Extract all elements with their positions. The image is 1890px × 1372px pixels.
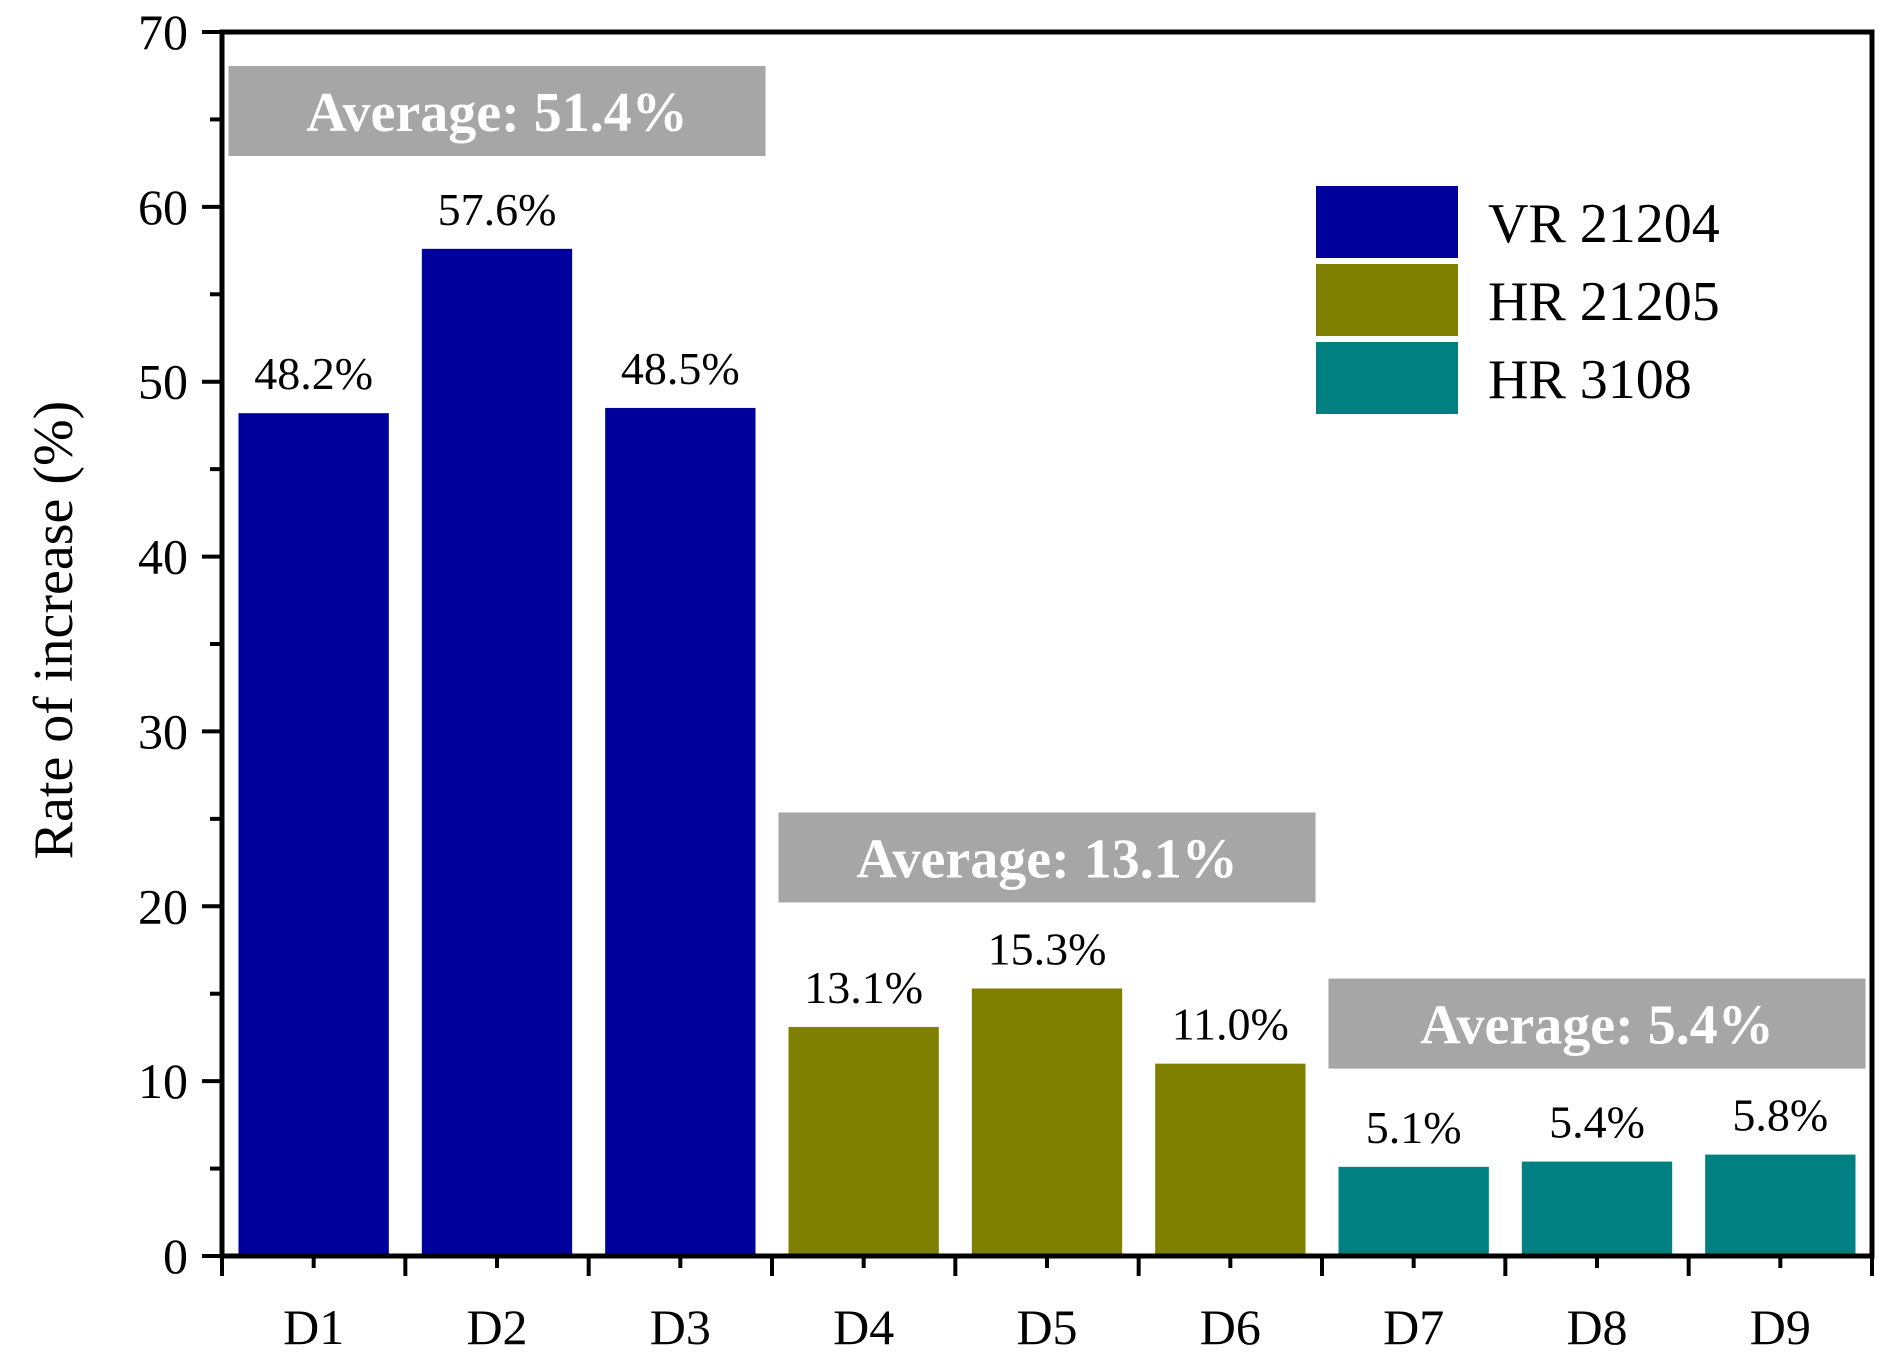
y-tick-label: 30 — [138, 703, 188, 759]
bar-labels: 48.2% 57.6% 48.5% 13.1% 15.3% 11.0% 5.1% 5.4% 5.… — [254, 184, 1828, 1153]
x-tick-label-d6: D6 — [1200, 1299, 1261, 1355]
axes: 0 10 20 30 40 50 60 70 D1 D2 D3 D4 D5 D6 D7 D8 D9 — [138, 4, 1875, 1355]
x-tick-label-d9: D9 — [1750, 1299, 1811, 1355]
bar-label-d1: 48.2% — [254, 348, 373, 399]
y-tick-label: 0 — [163, 1228, 188, 1284]
y-tick-label: 60 — [138, 179, 188, 235]
legend-label: HR 3108 — [1488, 349, 1692, 411]
legend-label: HR 21205 — [1488, 271, 1720, 333]
y-tick-label: 10 — [138, 1053, 188, 1109]
x-tick-label-d4: D4 — [833, 1299, 894, 1355]
legend-item-2: HR 21205 — [1316, 264, 1720, 336]
legend-item-1: VR 21204 — [1316, 186, 1720, 258]
y-axis-label: Rate of increase (%) — [23, 401, 85, 860]
x-tick-label-d7: D7 — [1383, 1299, 1444, 1355]
bar-d7 — [1338, 1166, 1489, 1256]
bars — [238, 248, 1856, 1256]
average-text: Average: 13.1% — [856, 828, 1238, 890]
bar-label-d8: 5.4% — [1549, 1097, 1645, 1148]
average-box — [778, 812, 1316, 903]
bar-label-d7: 5.1% — [1366, 1102, 1462, 1153]
bar-d6 — [1155, 1063, 1306, 1256]
x-tick-label-d2: D2 — [466, 1299, 527, 1355]
legend-item-3: HR 3108 — [1316, 342, 1692, 414]
x-tick-label-d3: D3 — [650, 1299, 711, 1355]
y-tick-label: 40 — [138, 529, 188, 585]
average-annotations: Average: 51.4% Average: 13.1% Average: 5.4… — [228, 66, 1866, 1069]
average-box — [228, 66, 766, 156]
bar-d1 — [238, 413, 389, 1256]
bar-label-d6: 11.0% — [1172, 999, 1289, 1050]
y-tick-label: 70 — [138, 4, 188, 60]
legend-swatch — [1316, 264, 1458, 336]
average-annotation-2: Average: 13.1% — [778, 812, 1316, 903]
bar-d3 — [605, 407, 756, 1256]
x-tick-label-d1: D1 — [283, 1299, 344, 1355]
average-box — [1328, 978, 1866, 1069]
average-annotation-3: Average: 5.4% — [1328, 978, 1866, 1069]
legend-swatch — [1316, 342, 1458, 414]
average-annotation-1: Average: 51.4% — [228, 66, 766, 156]
bar-d9 — [1705, 1154, 1856, 1256]
bar-label-d4: 13.1% — [804, 962, 923, 1013]
bar-label-d9: 5.8% — [1732, 1090, 1828, 1141]
bar-d8 — [1521, 1161, 1673, 1256]
legend-swatch — [1316, 186, 1458, 258]
x-tick-label-d5: D5 — [1016, 1299, 1077, 1355]
bar-label-d5: 15.3% — [988, 923, 1107, 974]
bar-d5 — [971, 988, 1123, 1256]
y-tick-label: 50 — [138, 354, 188, 410]
bar-d4 — [788, 1026, 939, 1256]
x-tick-label-d8: D8 — [1566, 1299, 1627, 1355]
legend-label: VR 21204 — [1488, 193, 1720, 255]
bar-label-d2: 57.6% — [438, 184, 557, 235]
legend: VR 21204 HR 21205 HR 3108 — [1316, 186, 1720, 414]
bar-label-d3: 48.5% — [621, 343, 740, 394]
average-text: Average: 51.4% — [306, 82, 688, 144]
average-text: Average: 5.4% — [1420, 995, 1774, 1057]
y-tick-label: 20 — [138, 878, 188, 934]
bar-d2 — [421, 248, 573, 1256]
